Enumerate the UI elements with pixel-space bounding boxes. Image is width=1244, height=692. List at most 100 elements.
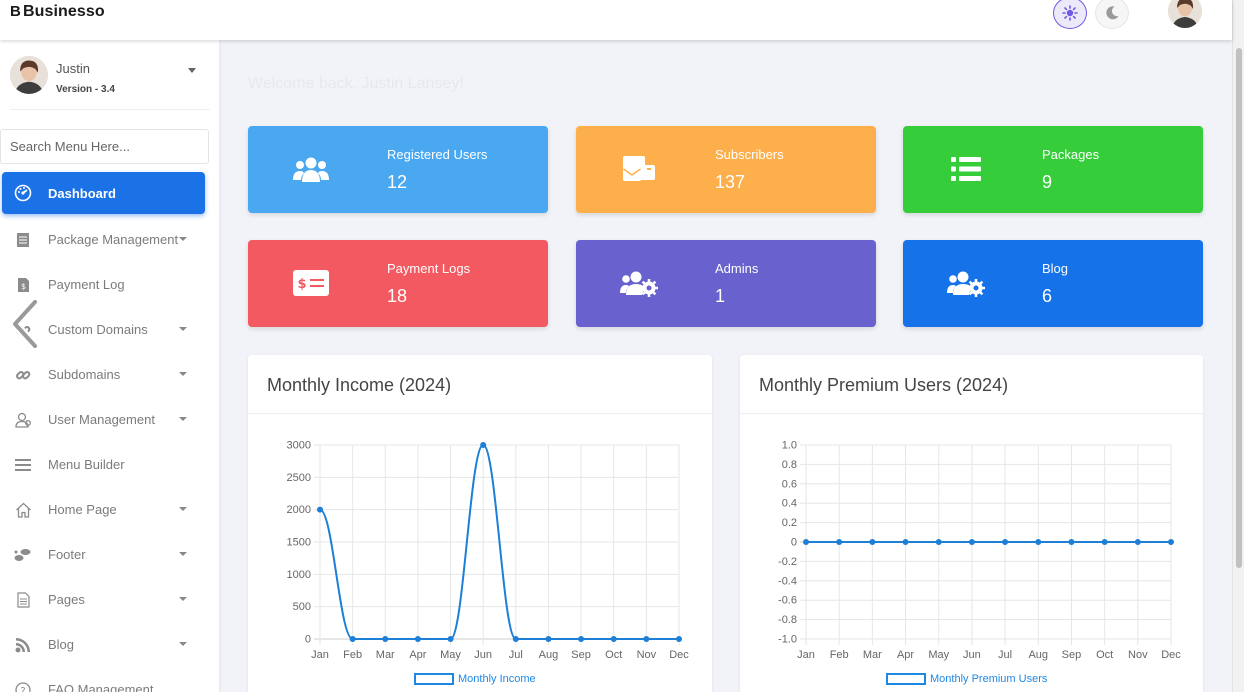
data-point bbox=[480, 442, 487, 448]
stat-value: 9 bbox=[1042, 172, 1053, 192]
link-icon bbox=[14, 366, 32, 384]
x-tick-label: May bbox=[928, 649, 949, 661]
chevron-left-icon[interactable] bbox=[7, 298, 45, 350]
data-point bbox=[1068, 539, 1075, 545]
profile-avatar[interactable] bbox=[1168, 0, 1202, 28]
stat-label: Admins bbox=[715, 261, 759, 276]
data-point bbox=[447, 636, 454, 642]
chevron-down-icon[interactable] bbox=[188, 68, 196, 73]
sidebar-item-payment-log[interactable]: $ Payment Log bbox=[0, 262, 219, 307]
y-tick-label: 2500 bbox=[287, 472, 311, 484]
data-point bbox=[610, 636, 617, 642]
y-tick-label: -0.8 bbox=[778, 614, 797, 626]
y-tick-label: 2000 bbox=[287, 504, 311, 516]
sidebar-item-label: Menu Builder bbox=[48, 457, 125, 472]
data-point bbox=[512, 636, 519, 642]
stat-label: Payment Logs bbox=[387, 261, 471, 276]
x-tick-label: Mar bbox=[863, 649, 882, 661]
x-tick-label: Jun bbox=[474, 649, 492, 661]
stat-value: 6 bbox=[1042, 286, 1053, 306]
home-icon bbox=[14, 501, 32, 519]
data-point bbox=[382, 636, 389, 642]
user-name: Justin bbox=[56, 61, 90, 76]
users-cog-icon bbox=[618, 266, 660, 300]
data-point bbox=[968, 539, 975, 545]
page-scrollbar[interactable] bbox=[1232, 0, 1244, 692]
search-input[interactable] bbox=[0, 129, 209, 164]
data-point bbox=[869, 539, 876, 545]
data-point bbox=[1134, 539, 1141, 545]
x-tick-label: Jul bbox=[998, 649, 1012, 661]
legend-label: Monthly Income bbox=[458, 673, 536, 685]
data-point bbox=[1035, 539, 1042, 545]
sidebar-user[interactable]: Justin Version - 3.4 bbox=[10, 54, 210, 110]
scrollbar-thumb[interactable] bbox=[1236, 48, 1242, 568]
stat-value: 18 bbox=[387, 286, 408, 306]
dark-mode-button[interactable] bbox=[1095, 0, 1129, 29]
sidebar-item-home-page[interactable]: Home Page bbox=[0, 487, 219, 532]
x-tick-label: Jan bbox=[797, 649, 815, 661]
chevron-down-icon bbox=[179, 237, 187, 241]
money-icon: $ bbox=[290, 266, 332, 300]
legend-swatch bbox=[886, 673, 926, 685]
sidebar-item-label: Home Page bbox=[48, 502, 117, 517]
sidebar-item-faq-management[interactable]: ? FAQ Management bbox=[0, 667, 219, 692]
sidebar-item-footer[interactable]: Footer bbox=[0, 532, 219, 577]
y-tick-label: 0 bbox=[791, 537, 797, 549]
sidebar-item-label: Subdomains bbox=[48, 367, 121, 382]
brand-logo[interactable]: B Businesso bbox=[10, 3, 105, 21]
welcome-message: Welcome back, Justin Lansey! bbox=[248, 75, 464, 92]
stat-card-admins[interactable]: Admins 1 bbox=[576, 240, 876, 327]
sidebar-item-dashboard[interactable]: Dashboard bbox=[2, 172, 205, 217]
data-point bbox=[414, 636, 421, 642]
users-icon bbox=[14, 411, 32, 429]
y-tick-label: 1.0 bbox=[782, 440, 797, 452]
y-tick-label: 500 bbox=[293, 601, 311, 613]
chevron-down-icon bbox=[179, 642, 187, 646]
sidebar-item-menu-builder[interactable]: Menu Builder bbox=[0, 442, 219, 487]
top-navbar: B Businesso bbox=[0, 0, 1232, 40]
y-tick-label: 0 bbox=[305, 634, 311, 646]
sidebar-item-subdomains[interactable]: Subdomains bbox=[0, 352, 219, 397]
x-tick-label: Mar bbox=[376, 649, 395, 661]
stat-card-packages[interactable]: Packages 9 bbox=[903, 126, 1203, 213]
x-tick-label: Jan bbox=[311, 649, 329, 661]
sidebar-item-package-management[interactable]: Package Management bbox=[0, 217, 219, 262]
stat-card-payment-logs[interactable]: $ Payment Logs 18 bbox=[248, 240, 548, 327]
file-icon bbox=[14, 231, 32, 249]
active-highlight bbox=[2, 172, 205, 214]
x-tick-label: Apr bbox=[897, 649, 914, 661]
footer-icon bbox=[14, 546, 32, 564]
y-tick-label: -1.0 bbox=[778, 634, 797, 646]
y-tick-label: 0.8 bbox=[782, 459, 797, 471]
brand-name: Businesso bbox=[22, 3, 105, 20]
chart-legend[interactable]: Monthly Premium Users bbox=[886, 673, 1047, 685]
sidebar-item-pages[interactable]: Pages bbox=[0, 577, 219, 622]
sidebar-item-label: Custom Domains bbox=[48, 322, 148, 337]
svg-text:?: ? bbox=[20, 686, 25, 692]
sidebar-item-blog[interactable]: Blog bbox=[0, 622, 219, 667]
x-tick-label: Oct bbox=[605, 649, 622, 661]
legend-swatch bbox=[414, 673, 454, 685]
stat-card-blog[interactable]: Blog 6 bbox=[903, 240, 1203, 327]
chevron-down-icon bbox=[179, 327, 187, 331]
brand-letter: B bbox=[10, 3, 21, 20]
legend-label: Monthly Premium Users bbox=[930, 673, 1048, 685]
light-mode-button[interactable] bbox=[1053, 0, 1087, 29]
data-point bbox=[317, 506, 323, 513]
stat-card-registered-users[interactable]: Registered Users 12 bbox=[248, 126, 548, 213]
sidebar-item-user-management[interactable]: User Management bbox=[0, 397, 219, 442]
x-tick-label: Nov bbox=[1128, 649, 1148, 661]
y-tick-label: 1500 bbox=[287, 537, 311, 549]
sidebar-item-label: Package Management bbox=[48, 232, 179, 247]
bars-icon bbox=[14, 456, 32, 474]
sidebar-item-label: Footer bbox=[48, 547, 86, 562]
user-version: Version - 3.4 bbox=[56, 84, 115, 95]
x-tick-label: Jun bbox=[963, 649, 981, 661]
data-point bbox=[1168, 539, 1174, 545]
stat-label: Blog bbox=[1042, 261, 1069, 276]
stat-value: 1 bbox=[715, 286, 726, 306]
stat-card-subscribers[interactable]: Subscribers 137 bbox=[576, 126, 876, 213]
mail-icon bbox=[618, 152, 660, 186]
chart-legend[interactable]: Monthly Income bbox=[414, 673, 536, 685]
